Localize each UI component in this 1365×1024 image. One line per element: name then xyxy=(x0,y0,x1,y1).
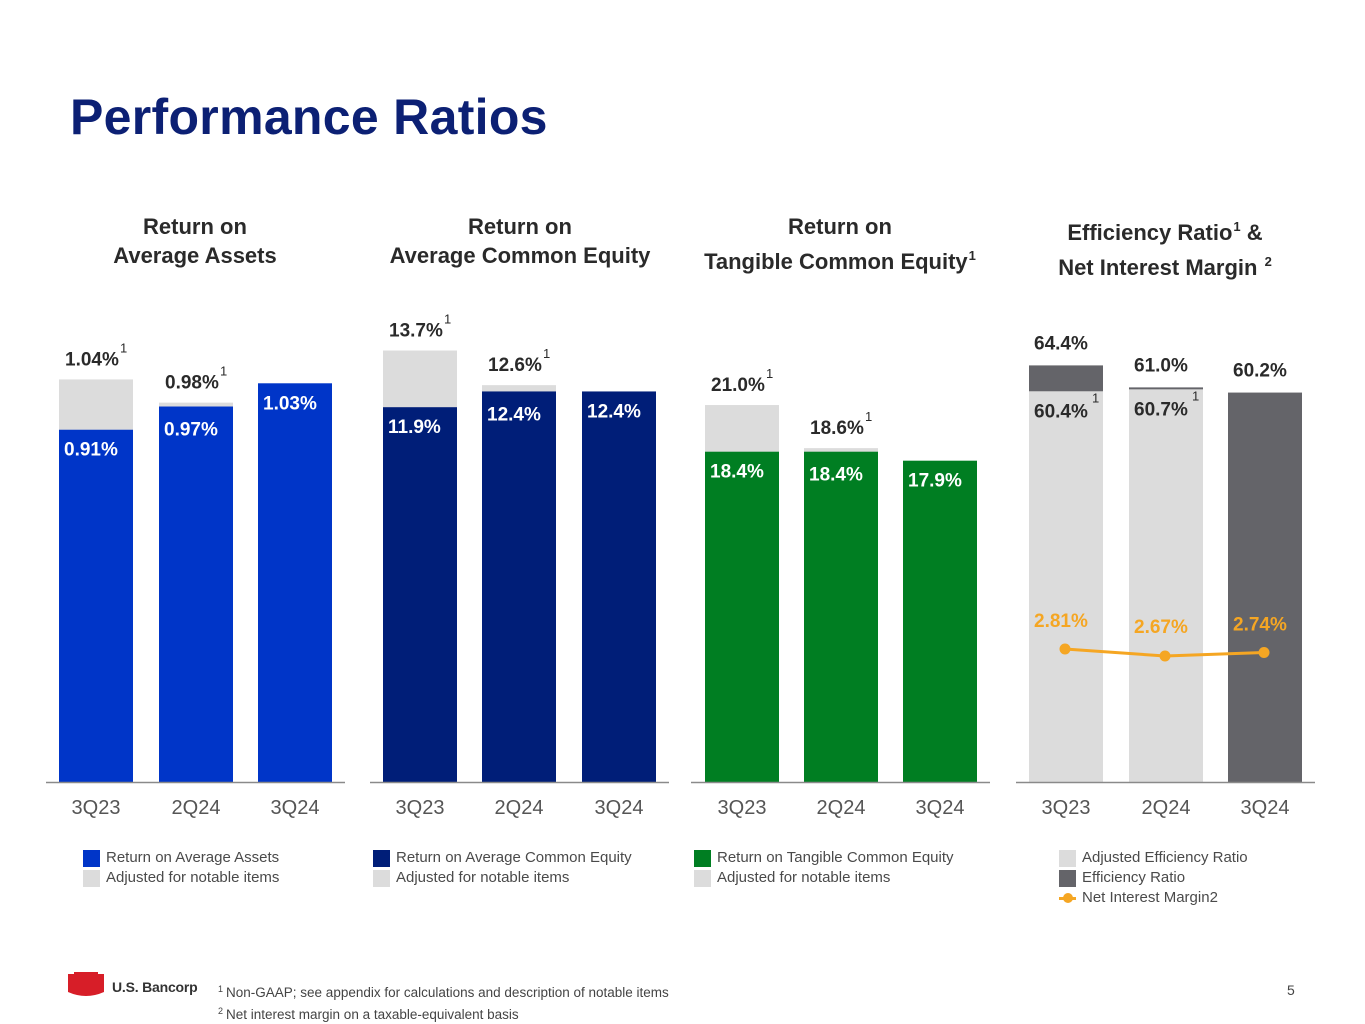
adjusted-efficiency-label: 60.7% xyxy=(1134,399,1188,420)
adjusted-bar-label: 12.6% xyxy=(488,355,542,376)
main-bar xyxy=(159,406,233,782)
footnote-mark: 1 xyxy=(120,340,127,355)
main-bar-label: 0.91% xyxy=(64,440,118,461)
x-tick-label: 3Q24 xyxy=(595,797,644,819)
x-tick-label: 3Q23 xyxy=(72,797,121,819)
legend-item: Adjusted Efficiency Ratio xyxy=(1059,848,1248,868)
x-tick-label: 2Q24 xyxy=(172,797,221,819)
legend-item: Adjusted for notable items xyxy=(694,868,954,888)
nim-label: 2.74% xyxy=(1233,615,1287,636)
adjusted-bar-label: 0.98% xyxy=(165,373,219,394)
footnote-mark: 1 xyxy=(220,364,227,379)
page-title: Performance Ratios xyxy=(70,89,548,145)
main-bar xyxy=(59,429,133,782)
x-tick-label: 3Q23 xyxy=(1042,797,1091,819)
nim-point xyxy=(1258,647,1270,658)
panel-title-roace: Return on Average Common Equity xyxy=(389,214,651,268)
main-bar xyxy=(258,383,332,782)
shield-logo-icon xyxy=(68,972,104,996)
main-bar-label: 11.9% xyxy=(388,417,441,438)
legend-line-swatch xyxy=(1059,890,1076,907)
legend-swatch xyxy=(373,869,390,887)
legend-item: Adjusted for notable items xyxy=(83,868,279,888)
legend-roa: Return on Average Assets Adjusted for no… xyxy=(83,848,279,888)
legend-item: Efficiency Ratio xyxy=(1059,868,1248,888)
panel-title-rotce: Return on Tangible Common Equity1 xyxy=(704,214,976,274)
x-tick-label: 2Q24 xyxy=(495,797,544,819)
legend-item: Net Interest Margin 2 xyxy=(1059,888,1248,908)
panel-title-efficiency: Efficiency Ratio1 & Net Interest Margin … xyxy=(1058,219,1272,280)
main-bar-label: 12.4% xyxy=(587,401,641,422)
footnotes: 1 Non-GAAP; see appendix for calculations… xyxy=(218,980,669,1024)
x-tick-label: 3Q24 xyxy=(1241,797,1290,819)
legend-item: Return on Tangible Common Equity xyxy=(694,848,954,868)
main-bar xyxy=(804,451,878,782)
nim-label: 2.67% xyxy=(1134,617,1188,638)
main-bar xyxy=(903,460,977,782)
logo: U.S. Bancorp xyxy=(68,972,198,1002)
x-tick-label: 3Q24 xyxy=(916,797,965,819)
footnote-mark: 1 xyxy=(766,366,773,381)
panel-title-roa: Return on Average Assets xyxy=(113,214,277,268)
x-tick-label: 3Q24 xyxy=(271,797,320,819)
adjusted-bar-label: 21.0% xyxy=(711,375,765,396)
legend-item: Adjusted for notable items xyxy=(373,868,632,888)
main-bar-label: 18.4% xyxy=(809,465,863,486)
main-bar xyxy=(482,391,556,782)
legend-swatch xyxy=(1059,869,1076,887)
adjusted-efficiency-bar xyxy=(1029,391,1103,782)
main-bar-label: 1.03% xyxy=(263,393,317,414)
adjusted-bar-label: 18.6% xyxy=(810,418,864,439)
adjusted-efficiency-label: 60.4% xyxy=(1034,401,1088,422)
page-number: 5 xyxy=(1287,982,1295,998)
nim-label: 2.81% xyxy=(1034,611,1088,632)
legend-swatch xyxy=(83,869,100,887)
logo-text: U.S. Bancorp xyxy=(112,979,198,995)
main-bar xyxy=(582,391,656,782)
main-bar-label: 18.4% xyxy=(710,462,764,483)
footnote-1: 1 Non-GAAP; see appendix for calculations… xyxy=(218,984,669,1000)
x-tick-label: 3Q23 xyxy=(718,797,767,819)
efficiency-label: 61.0% xyxy=(1134,355,1188,376)
legend-swatch xyxy=(1059,849,1076,867)
footnote-mark: 1 xyxy=(444,312,451,327)
footnote-mark: 1 xyxy=(543,346,550,361)
footnote-mark: 1 xyxy=(1192,388,1199,403)
footnote-mark: 1 xyxy=(865,409,872,424)
legend-swatch xyxy=(83,849,100,867)
main-bar-label: 17.9% xyxy=(908,471,962,492)
nim-point xyxy=(1059,643,1071,655)
legend-rotce: Return on Tangible Common Equity Adjuste… xyxy=(694,848,954,888)
legend-efficiency: Adjusted Efficiency Ratio Efficiency Rat… xyxy=(1059,848,1248,908)
x-tick-label: 2Q24 xyxy=(817,797,866,819)
legend-item: Return on Average Assets xyxy=(83,848,279,868)
main-bar xyxy=(705,451,779,782)
main-bar-label: 12.4% xyxy=(487,404,541,425)
x-tick-label: 2Q24 xyxy=(1142,797,1191,819)
legend-swatch xyxy=(373,849,390,867)
main-bar-label: 0.97% xyxy=(164,420,218,441)
adjusted-efficiency-bar xyxy=(1129,389,1203,782)
nim-point xyxy=(1159,650,1171,662)
footnote-2: 2 Net interest margin on a taxable-equiva… xyxy=(218,1006,519,1022)
main-bar xyxy=(383,407,457,782)
legend-swatch xyxy=(694,869,711,887)
efficiency-bar xyxy=(1228,392,1302,782)
legend-item: Return on Average Common Equity xyxy=(373,848,632,868)
legend-swatch xyxy=(694,849,711,867)
efficiency-label: 64.4% xyxy=(1034,333,1088,354)
x-tick-label: 3Q23 xyxy=(396,797,445,819)
adjusted-bar-label: 1.04% xyxy=(65,349,119,370)
legend-roace: Return on Average Common Equity Adjusted… xyxy=(373,848,632,888)
adjusted-bar-label: 13.7% xyxy=(389,321,443,342)
footnote-mark: 1 xyxy=(1092,390,1099,405)
efficiency-label: 60.2% xyxy=(1233,361,1287,382)
